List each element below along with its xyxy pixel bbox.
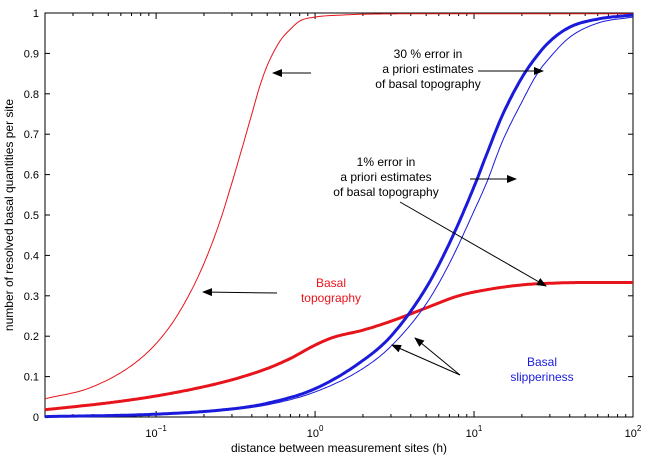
x-tick-label: 102 [625,424,642,440]
y-tick-label: 0.6 [24,170,39,182]
y-tick-label: 0 [33,412,39,424]
annotation-text-a1: of basal topography [333,185,438,199]
annotation-arrows [202,67,547,376]
annotation-arrow [414,337,461,376]
y-tick-label: 0.8 [24,89,39,101]
annotation-text-atopo: Basal [316,276,346,290]
annotation-text-aslip: slipperiness [510,370,573,384]
y-tick-label: 0.5 [24,210,39,222]
annotation-text-a30: a priori estimates [382,62,473,76]
axis-ticks: 0 0.1 0.2 0.3 0.4 0.5 0.6 0.7 0.8 0.9 1 10−1 100 101 1… [24,8,642,440]
y-tick-label: 0.1 [24,372,39,384]
annotation-text-a1: 1% error in [357,155,416,169]
y-tick-label: 1 [33,8,39,20]
x-axis-label: distance between measurement sites (h) [231,441,447,455]
y-tick-label: 0.9 [24,48,39,60]
series-red-thin [44,13,633,400]
y-tick-label: 0.7 [24,129,39,141]
y-tick-label: 0.2 [24,331,39,343]
series-blue-thick [45,13,634,419]
x-tick-label: 100 [307,424,324,440]
series-red-thick [44,281,633,412]
annotation-arrow [202,288,278,297]
y-tick-label: 0.3 [24,291,39,303]
plot-area [44,12,634,418]
annotation-arrow [391,344,461,376]
annotation-text-a1: a priori estimates [340,170,431,184]
x-tick-label: 10−1 [145,424,167,440]
x-tick-label: 101 [466,424,483,440]
annotation-text-aslip: Basal [527,355,557,369]
annotation-text-a30: of basal topography [375,77,480,91]
y-tick-label: 0.4 [24,250,39,262]
annotation-text-a30: 30 % error in [394,47,463,61]
annotation-arrow [399,201,547,287]
series-lines [44,13,634,419]
annotation-text-atopo: topography [301,291,361,305]
y-axis-label: number of resolved basal quantities per … [2,99,16,331]
